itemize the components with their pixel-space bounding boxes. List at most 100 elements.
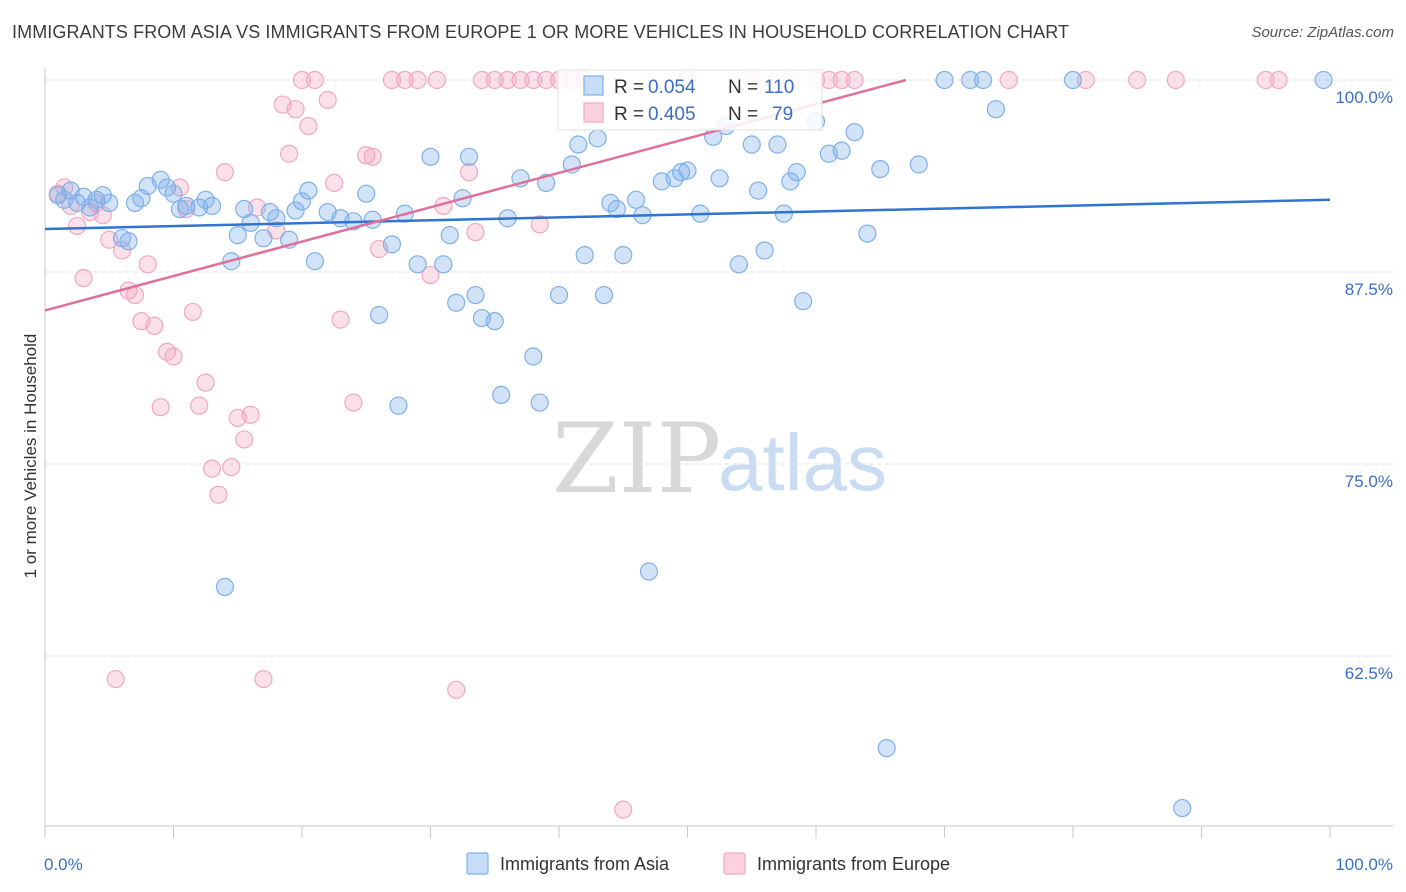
data-point-europe [466, 222, 485, 242]
data-point-asia [781, 172, 800, 191]
stats-asia-n-value: 110 [764, 77, 794, 98]
data-point-asia [125, 193, 145, 212]
data-point-europe [190, 396, 209, 415]
data-point-europe [344, 393, 363, 412]
data-point-asia [524, 347, 543, 366]
data-point-europe [447, 680, 466, 699]
data-point-europe [357, 146, 376, 165]
data-point-europe [209, 485, 228, 504]
data-point-asia [100, 193, 119, 212]
data-point-asia [614, 246, 633, 265]
data-point-asia [909, 155, 928, 174]
data-point-europe [74, 269, 93, 288]
legend-asia-swatch [466, 852, 489, 875]
data-point-asia [626, 190, 646, 209]
data-point-asia [485, 312, 504, 331]
data-point-europe [421, 265, 440, 285]
y-tick-labels: 100.0% 87.5% 75.0% 62.5% [1335, 88, 1393, 683]
data-point-asia [973, 70, 993, 90]
data-point-europe [395, 70, 414, 90]
x-tick-label-max: 100.0% [1335, 855, 1393, 874]
stats-asia-r-label: R = [614, 77, 644, 98]
stats-asia-swatch [583, 75, 604, 96]
data-point-asia [639, 562, 659, 581]
data-point-asia [1173, 798, 1192, 818]
data-point-europe [305, 70, 324, 90]
data-point-asia [871, 159, 890, 179]
legend-europe-label: Immigrants from Europe [757, 854, 950, 874]
data-point-asia [466, 285, 485, 305]
x-tick-marks [44, 826, 1331, 838]
data-point-europe [183, 302, 202, 322]
data-point-asia [569, 135, 588, 154]
data-point-asia [164, 184, 183, 203]
data-point-asia [729, 255, 749, 274]
data-point-asia [408, 255, 427, 274]
y-axis-label: 1 or more Vehicles in Household [21, 334, 40, 579]
data-point-europe [280, 144, 299, 163]
stats-asia-r-value: 0.054 [648, 77, 696, 98]
data-point-asia [749, 181, 768, 200]
data-point-asia [286, 201, 305, 220]
data-point-europe [222, 457, 241, 477]
data-point-europe [614, 800, 633, 819]
data-point-europe [254, 669, 273, 689]
data-point-asia [858, 224, 877, 243]
data-point-asia [549, 285, 569, 305]
data-point-europe [472, 70, 491, 90]
data-point-asia [119, 232, 138, 251]
data-point-asia [459, 147, 479, 166]
legend-asia-label: Immigrants from Asia [500, 854, 670, 874]
data-point-europe [1076, 70, 1095, 90]
data-point-europe [485, 70, 504, 90]
data-point-europe [292, 70, 312, 90]
data-point-europe [530, 215, 549, 234]
data-point-asia [832, 141, 851, 160]
legend: Immigrants from Asia Immigrants from Eur… [466, 852, 950, 875]
gridlines [45, 79, 1393, 657]
data-point-europe [1256, 70, 1275, 90]
data-point-asia [434, 255, 453, 274]
data-point-asia [877, 739, 896, 758]
data-point-europe [511, 70, 530, 90]
y-tick-label: 87.5% [1345, 280, 1393, 299]
data-point-europe [68, 216, 87, 236]
stats-asia-n-label: N = [728, 77, 758, 98]
data-point-asia [299, 181, 318, 200]
data-point-europe [1128, 70, 1147, 90]
data-point-asia [755, 241, 774, 260]
data-point-europe [537, 70, 556, 90]
data-point-asia [363, 210, 382, 229]
data-point-asia [440, 226, 459, 245]
trend-line-asia [44, 198, 1331, 231]
data-point-europe [845, 70, 864, 90]
data-point-asia [794, 292, 813, 311]
data-point-asia [845, 123, 864, 142]
data-point-asia [241, 213, 260, 232]
data-point-europe [1166, 70, 1185, 90]
data-point-europe [524, 70, 543, 90]
y-tick-label: 100.0% [1335, 88, 1393, 107]
data-point-europe [299, 116, 318, 136]
data-point-europe [138, 255, 157, 274]
data-point-europe [427, 70, 447, 90]
data-point-asia [774, 204, 793, 223]
data-point-asia [575, 246, 594, 265]
data-point-asia [710, 169, 729, 188]
data-point-europe [286, 100, 305, 119]
data-point-asia [961, 70, 980, 90]
stats-europe-swatch [583, 102, 604, 123]
data-point-asia [447, 293, 466, 312]
data-point-asia [678, 161, 697, 180]
data-point-asia [357, 184, 376, 203]
data-point-asia [1314, 70, 1333, 90]
data-point-europe [408, 70, 427, 90]
stats-europe-n-value: 79 [772, 104, 793, 125]
data-point-asia [986, 100, 1006, 119]
data-point-europe [999, 70, 1018, 90]
stats-box: R = 0.054 N = 110 R = 0.405 N = 79 [557, 69, 823, 131]
data-point-asia [492, 385, 511, 404]
data-point-europe [235, 430, 254, 449]
watermark-atlas: atlas [718, 418, 887, 507]
data-point-asia [935, 70, 954, 90]
